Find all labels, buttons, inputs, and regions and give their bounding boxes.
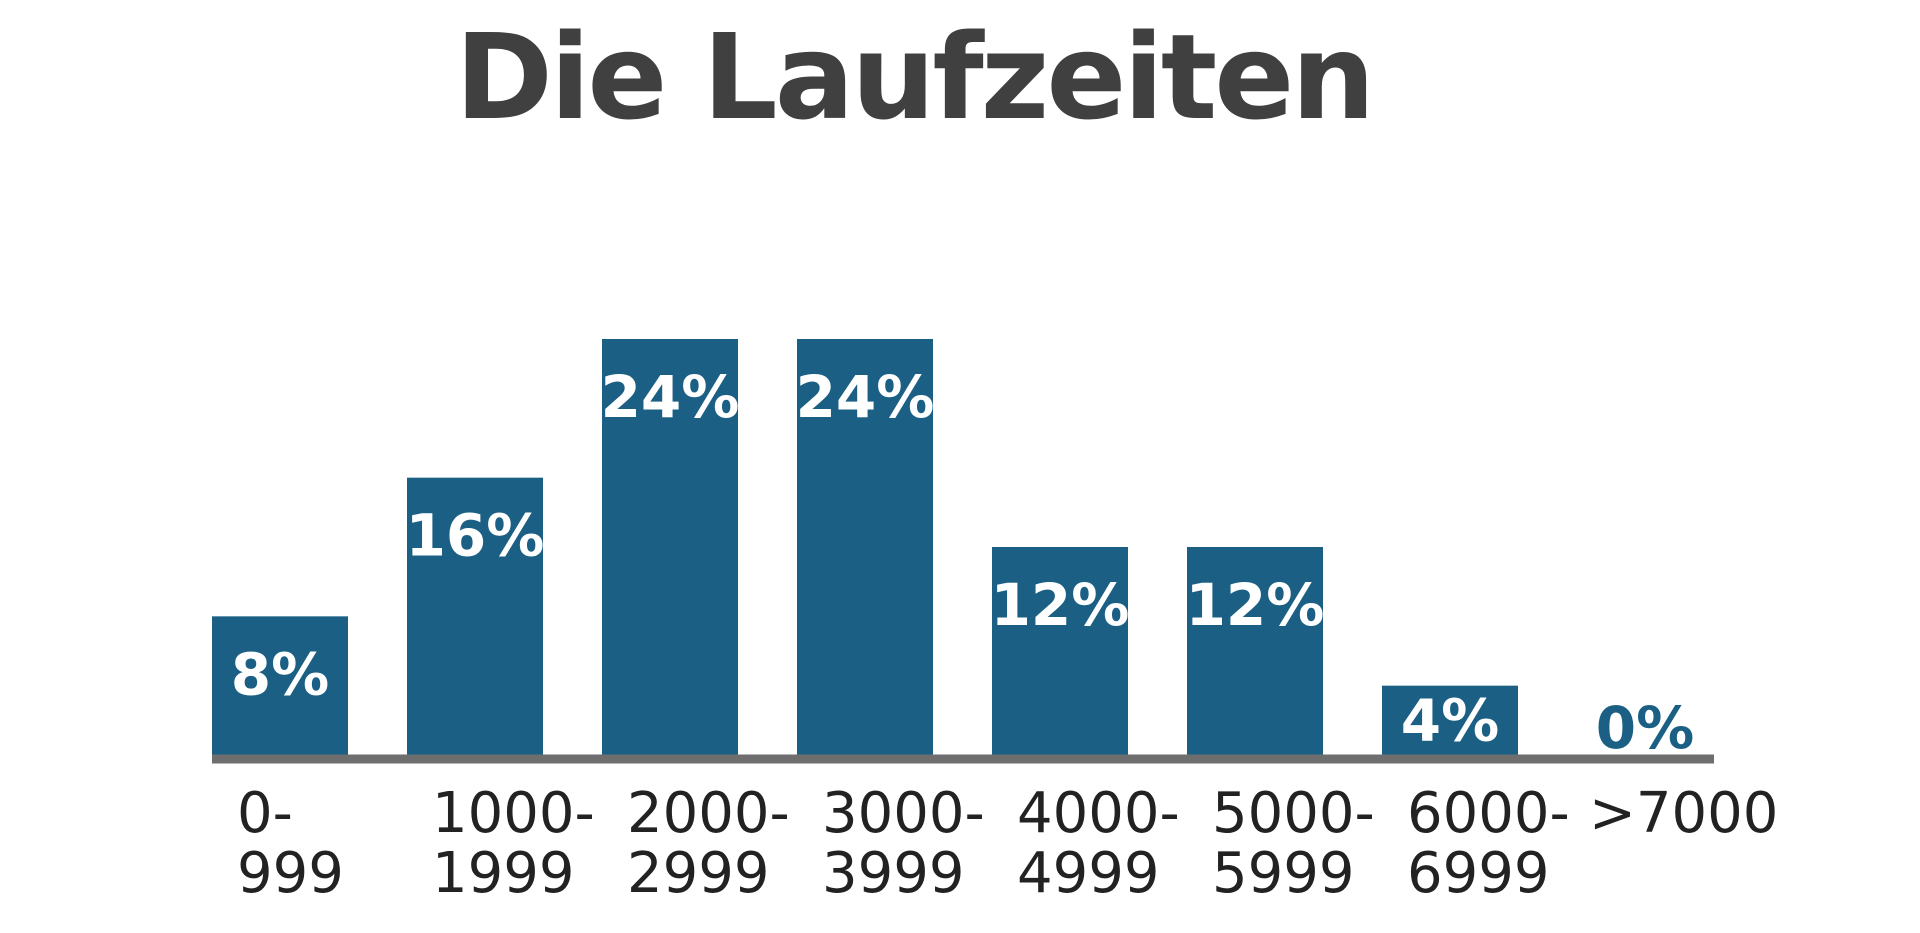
category-label-2: 2000-2999 bbox=[627, 781, 790, 906]
value-label-2: 24% bbox=[601, 363, 740, 431]
value-label-5: 12% bbox=[1186, 571, 1325, 639]
bar-6 bbox=[1382, 685, 1518, 755]
category-label-4: 4000-4999 bbox=[1017, 781, 1180, 906]
category-label-6: 6000-6999 bbox=[1407, 781, 1570, 906]
value-label-0: 8% bbox=[231, 640, 329, 708]
chart-title: Die Laufzeiten bbox=[455, 8, 1372, 146]
bar-3 bbox=[797, 339, 933, 755]
category-label-6-line-0: 6000- bbox=[1407, 781, 1570, 846]
category-label-0-line-1: 999 bbox=[237, 841, 344, 906]
bars-group bbox=[212, 339, 1518, 755]
value-label-6: 4% bbox=[1401, 686, 1499, 754]
category-labels-group: 0-999 1000-1999 2000-2999 3000-3999 4000-499… bbox=[237, 781, 1778, 906]
category-label-3-line-1: 3999 bbox=[822, 841, 965, 906]
category-label-5: 5000-5999 bbox=[1212, 781, 1375, 906]
value-label-4: 12% bbox=[991, 571, 1130, 639]
category-label-5-line-0: 5000- bbox=[1212, 781, 1375, 846]
category-label-3-line-0: 3000- bbox=[822, 781, 985, 846]
bar-5 bbox=[1187, 547, 1323, 755]
category-label-1-line-0: 1000- bbox=[432, 781, 595, 846]
category-label-2-line-0: 2000- bbox=[627, 781, 790, 846]
value-label-3: 24% bbox=[796, 363, 935, 431]
category-label-6-line-1: 6999 bbox=[1407, 841, 1550, 906]
category-label-4-line-0: 4000- bbox=[1017, 781, 1180, 846]
category-label-1: 1000-1999 bbox=[432, 781, 595, 906]
bar-1 bbox=[407, 477, 543, 755]
category-label-4-line-1: 4999 bbox=[1017, 841, 1160, 906]
category-label-0: 0-999 bbox=[237, 781, 344, 906]
category-label-5-line-1: 5999 bbox=[1212, 841, 1355, 906]
category-label-7-line-0: >7000 bbox=[1589, 781, 1778, 846]
bar-2 bbox=[602, 339, 738, 755]
value-label-1: 16% bbox=[406, 502, 545, 570]
category-label-0-line-0: 0- bbox=[237, 781, 293, 846]
value-labels-group: 8% 16% 24% 24% 12% 12% 4% 0% bbox=[231, 363, 1694, 762]
category-label-2-line-1: 2999 bbox=[627, 841, 770, 906]
bar-0 bbox=[212, 616, 348, 755]
category-label-7: >7000 bbox=[1589, 781, 1778, 846]
category-label-1-line-1: 1999 bbox=[432, 841, 575, 906]
category-label-3: 3000-3999 bbox=[822, 781, 985, 906]
bar-4 bbox=[992, 547, 1128, 755]
value-label-7: 0% bbox=[1596, 694, 1694, 762]
